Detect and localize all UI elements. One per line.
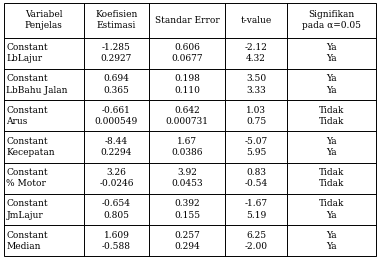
Text: Ya
Ya: Ya Ya — [326, 137, 337, 157]
Text: Tidak
Ya: Tidak Ya — [319, 199, 344, 220]
Text: -0.654
0.805: -0.654 0.805 — [102, 199, 131, 220]
Text: 3.50
3.33: 3.50 3.33 — [246, 74, 266, 95]
Text: -1.67
5.19: -1.67 5.19 — [245, 199, 268, 220]
Text: -8.44
0.2294: -8.44 0.2294 — [101, 137, 132, 157]
Text: Tidak
Tidak: Tidak Tidak — [319, 168, 344, 188]
Text: 6.25
-2.00: 6.25 -2.00 — [245, 231, 268, 251]
Text: Constant
LbLajur: Constant LbLajur — [6, 43, 48, 63]
Text: 0.392
0.155: 0.392 0.155 — [174, 199, 200, 220]
Text: Ya
Ya: Ya Ya — [326, 43, 337, 63]
Text: Koefisien
Estimasi: Koefisien Estimasi — [95, 10, 138, 30]
Text: 1.67
0.0386: 1.67 0.0386 — [171, 137, 203, 157]
Text: Variabel
Penjelas: Variabel Penjelas — [25, 10, 63, 30]
Text: Constant
Median: Constant Median — [6, 231, 48, 251]
Text: 0.642
0.000731: 0.642 0.000731 — [166, 106, 209, 126]
Text: Ya
Ya: Ya Ya — [326, 231, 337, 251]
Text: 1.609
-0.588: 1.609 -0.588 — [102, 231, 131, 251]
Text: 3.26
-0.0246: 3.26 -0.0246 — [99, 168, 134, 188]
Text: 0.606
0.0677: 0.606 0.0677 — [171, 43, 203, 63]
Text: -2.12
4.32: -2.12 4.32 — [245, 43, 268, 63]
Text: Constant
Arus: Constant Arus — [6, 106, 48, 126]
Text: 0.198
0.110: 0.198 0.110 — [174, 74, 200, 95]
Text: Constant
JmLajur: Constant JmLajur — [6, 199, 48, 220]
Text: 0.694
0.365: 0.694 0.365 — [103, 74, 129, 95]
Text: Ya
Ya: Ya Ya — [326, 74, 337, 95]
Text: Constant
LbBahu Jalan: Constant LbBahu Jalan — [6, 74, 68, 95]
Text: -0.661
0.000549: -0.661 0.000549 — [95, 106, 138, 126]
Text: Signifikan
pada α=0.05: Signifikan pada α=0.05 — [302, 10, 361, 30]
Text: Constant
Kecepatan: Constant Kecepatan — [6, 137, 55, 157]
Text: 0.257
0.294: 0.257 0.294 — [174, 231, 200, 251]
Text: Tidak
Tidak: Tidak Tidak — [319, 106, 344, 126]
Text: 0.83
-0.54: 0.83 -0.54 — [244, 168, 268, 188]
Text: Constant
% Motor: Constant % Motor — [6, 168, 48, 188]
Text: Standar Error: Standar Error — [155, 16, 220, 25]
Text: -1.285
0.2927: -1.285 0.2927 — [101, 43, 132, 63]
Text: -5.07
5.95: -5.07 5.95 — [244, 137, 268, 157]
Text: 1.03
0.75: 1.03 0.75 — [246, 106, 266, 126]
Text: t-value: t-value — [241, 16, 272, 25]
Text: 3.92
0.0453: 3.92 0.0453 — [171, 168, 203, 188]
